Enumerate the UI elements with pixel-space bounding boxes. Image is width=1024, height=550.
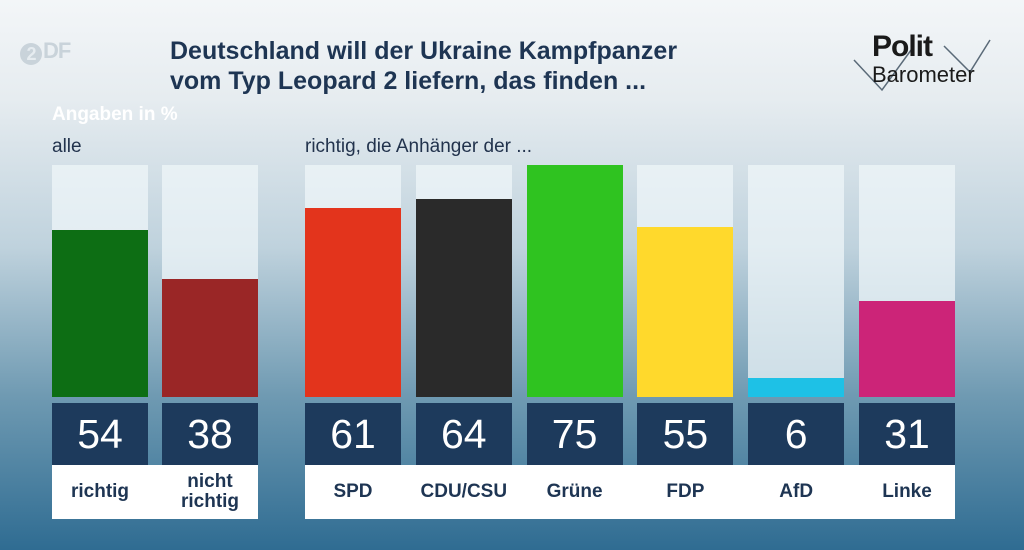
category-label-line: Linke: [882, 481, 932, 502]
bar: [637, 226, 734, 397]
category-label-line: Grüne: [546, 481, 603, 502]
category-label-text: FDP: [666, 482, 704, 502]
category-label-text: SPD: [333, 482, 372, 502]
bar-track: [748, 165, 845, 397]
chart-title-line-2: vom Typ Leopard 2 liefern, das finden ..…: [170, 67, 647, 95]
bar: [305, 208, 401, 397]
bar: [52, 229, 148, 397]
category-label-text: Grüne: [547, 482, 603, 502]
category-label-text: AfD: [779, 482, 813, 502]
data-label: 31: [859, 403, 955, 465]
category-label-line: richtig: [180, 491, 240, 512]
chart-title-line-1: Deutschland will der Ukraine Kampfpanzer: [170, 37, 678, 65]
category-label-text: nicht richtig: [181, 472, 239, 512]
data-label: 61: [305, 403, 401, 465]
category-label-line: CDU/CSU: [420, 481, 508, 502]
bar: [526, 165, 623, 397]
category-strip-parties: [305, 465, 955, 519]
data-label: 64: [415, 403, 512, 465]
category-label: nicht richtig: [162, 465, 258, 519]
category-label-line: AfD: [779, 481, 814, 502]
category-label: Linke: [859, 465, 955, 519]
data-label: 6: [748, 403, 845, 465]
category-label-text: Linke: [882, 482, 932, 502]
category-label-line: SPD: [333, 481, 373, 502]
category-label-text: richtig: [71, 482, 129, 502]
politbarometer-logo-line2: Barometer: [872, 62, 975, 87]
data-label: 38: [162, 403, 258, 465]
politbarometer-logo-line1: Polit: [872, 30, 933, 63]
data-label: 54: [52, 403, 148, 465]
category-label-line: richtig: [70, 481, 130, 502]
data-label: 55: [637, 403, 734, 465]
category-label-line: nicht: [187, 471, 233, 492]
zdf-logo-circle: 2: [20, 43, 42, 65]
politbarometer-logo: Polit Barometer: [852, 28, 992, 98]
bar: [162, 279, 258, 397]
category-label: AfD: [748, 465, 845, 519]
category-label-text: CDU/CSU: [421, 482, 508, 502]
category-label: SPD: [305, 465, 401, 519]
chart-title: Deutschland will der Ukraine Kampfpanzer…: [170, 36, 810, 96]
category-label: richtig: [52, 465, 148, 519]
data-label: 75: [526, 403, 623, 465]
bar: [748, 378, 845, 397]
group-label-supporters: richtig, die Anhänger der ...: [305, 136, 533, 157]
category-label: Grüne: [526, 465, 623, 519]
zdf-logo: 2 DF: [20, 38, 71, 65]
bar: [859, 301, 955, 397]
zdf-logo-text: DF: [43, 38, 71, 63]
bar: [415, 199, 512, 397]
category-label-line: FDP: [666, 481, 705, 502]
category-label: FDP: [637, 465, 734, 519]
checkmark-icon: [853, 39, 991, 92]
group-label-all: alle: [52, 136, 82, 157]
unit-label: Angaben in %: [52, 104, 178, 125]
category-label: CDU/CSU: [415, 465, 512, 519]
